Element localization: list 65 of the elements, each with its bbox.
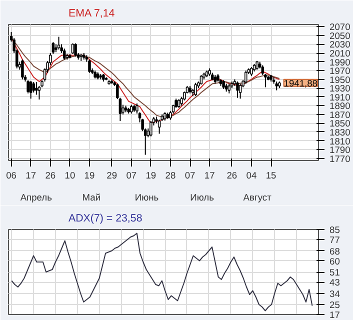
y-tick-label: 2010 [330, 48, 350, 59]
y-tick-label: 2070 [330, 22, 350, 32]
candlestick [236, 81, 239, 98]
candlestick [74, 42, 77, 58]
candlestick [62, 48, 66, 60]
text: Август [243, 192, 272, 202]
chart-title: EMA 7,14 [68, 8, 115, 20]
y-tick-label: 25 [330, 300, 340, 310]
y-tick-label: 1930 [330, 84, 350, 94]
text: Июль [190, 192, 214, 202]
x-tick-label: 26 [45, 170, 56, 180]
x-tick-label: 17 [204, 170, 215, 180]
candlestick [244, 70, 248, 84]
x-tick-label: 07 [184, 170, 196, 180]
x-tick-label: 10 [64, 170, 76, 180]
x-tick-label: 07 [126, 170, 137, 180]
y-tick-label: 1950 [330, 74, 350, 85]
y-tick-label: 51 [330, 268, 340, 278]
chart-title: ADX(7) = 23,58 [68, 212, 142, 224]
candlestick [200, 74, 203, 86]
candlestick [57, 36, 60, 50]
y-tick-label: 68 [330, 246, 340, 256]
line-series [11, 232, 313, 312]
candlestick [21, 59, 24, 80]
y-tick-label: 2030 [330, 40, 350, 50]
y-tick-label: 1810 [330, 136, 350, 146]
x-tick-label: 15 [266, 170, 276, 180]
y-tick-label: 43 [330, 278, 340, 288]
candlestick [150, 120, 152, 137]
x-tick-label: 26 [226, 170, 238, 180]
text: Июнь [134, 192, 159, 202]
text: 1941,88 [284, 78, 318, 88]
candlestick [261, 64, 264, 76]
text: Апрель [20, 192, 52, 202]
y-tick-label: 1870 [330, 110, 350, 120]
y-tick-label: 1890 [330, 101, 350, 112]
y-tick-label: 1850 [330, 118, 350, 129]
y-tick-label: 17 [330, 310, 340, 320]
y-tick-label: 1910 [330, 92, 350, 102]
y-tick-label: 2050 [330, 30, 350, 41]
y-tick-label: 85 [330, 225, 340, 235]
text: Май [82, 192, 101, 202]
y-tick-label: 60 [330, 256, 340, 266]
y-tick-label: 34 [330, 288, 340, 299]
y-tick-label: 1990 [330, 57, 350, 68]
candlestick [35, 81, 38, 96]
y-tick-label: 1790 [330, 145, 350, 156]
x-tick-label: 28 [165, 170, 176, 180]
x-tick-label: 17 [26, 170, 36, 180]
candlestick [136, 102, 138, 114]
candlestick [88, 59, 91, 74]
candlestick [194, 82, 197, 97]
candlestick [238, 83, 242, 100]
x-tick-label: 19 [84, 170, 95, 180]
candlestick [228, 83, 231, 94]
x-tick-label: 29 [106, 170, 118, 180]
candlestick [71, 42, 74, 54]
x-tick-label: 19 [146, 170, 156, 180]
y-tick-label: 1830 [330, 127, 350, 138]
x-tick-label: 06 [6, 170, 16, 180]
y-tick-label: 1770 [330, 154, 350, 164]
x-tick-label: 04 [246, 170, 257, 180]
y-tick-label: 77 [330, 235, 340, 245]
candlestick [29, 80, 32, 100]
y-tick-label: 1970 [330, 66, 350, 76]
